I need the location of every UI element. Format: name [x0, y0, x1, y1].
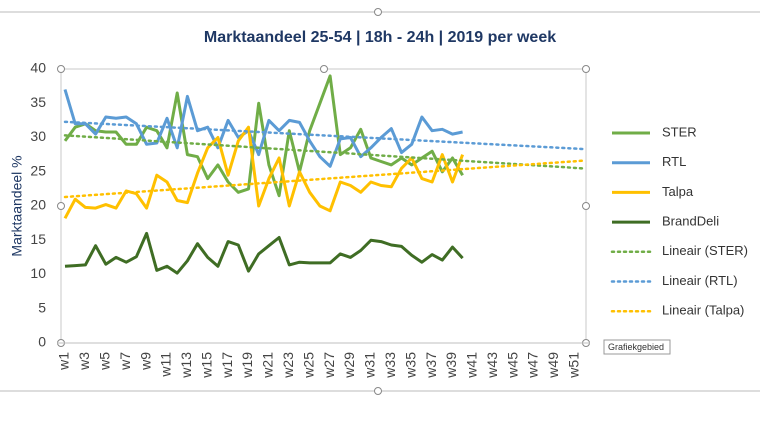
x-tick-label: w39 — [443, 352, 459, 379]
y-tick-label: 10 — [30, 265, 46, 281]
x-tick-label: w45 — [504, 352, 520, 379]
x-tick-label: w47 — [525, 352, 541, 379]
x-tick-label: w25 — [300, 352, 316, 379]
x-tick-label: w21 — [260, 352, 276, 379]
x-tick-label: w37 — [423, 352, 439, 379]
y-tick-label: 15 — [30, 231, 46, 247]
tooltip: Grafiekgebied — [608, 342, 664, 352]
x-tick-label: w31 — [362, 352, 378, 379]
series-line — [64, 231, 464, 275]
legend-label: Lineair (RTL) — [662, 273, 738, 288]
y-tick-label: 0 — [38, 334, 46, 350]
legend-label: Lineair (Talpa) — [662, 303, 744, 318]
y-tick-label: 20 — [30, 197, 46, 213]
x-tick-label: w11 — [158, 352, 174, 378]
legend-label: STER — [662, 124, 697, 139]
legend-label: RTL — [662, 154, 686, 169]
trend-line — [63, 134, 587, 170]
x-tick-label: w27 — [321, 352, 337, 379]
legend-label: Talpa — [662, 184, 694, 199]
x-tick-label: w15 — [198, 352, 214, 379]
series-line — [63, 89, 463, 168]
x-tick-label: w13 — [178, 352, 194, 379]
tooltip-box — [603, 339, 671, 355]
chart-title: Marktaandeel 25-54 | 18h - 24h | 2019 pe… — [204, 29, 556, 46]
x-tick-label: w19 — [239, 352, 255, 379]
x-tick-label: w35 — [402, 352, 418, 379]
x-tick-label: w41 — [464, 352, 480, 379]
x-tick-label: w43 — [484, 352, 500, 379]
x-tick-label: w3 — [76, 352, 92, 371]
y-tick-label: 30 — [30, 128, 46, 144]
x-tick-label: w17 — [219, 352, 235, 379]
x-tick-label: w51 — [566, 352, 582, 379]
x-tick-label: w7 — [117, 352, 133, 371]
plot-area-border — [60, 68, 587, 344]
x-tick-label: w1 — [56, 352, 72, 371]
y-axis-label: Marktaandeel % — [9, 155, 25, 256]
y-tick-label: 35 — [30, 94, 46, 110]
x-tick-label: w23 — [280, 352, 296, 379]
y-tick-label: 5 — [38, 299, 46, 315]
x-tick-label: w49 — [545, 352, 561, 379]
x-tick-label: w5 — [96, 352, 112, 371]
legend-label: BrandDeli — [662, 214, 719, 229]
x-tick-label: w33 — [382, 352, 398, 379]
x-tick-label: w9 — [137, 352, 153, 371]
x-tick-label: w29 — [341, 352, 357, 379]
y-tick-label: 40 — [30, 60, 46, 76]
trend-line — [63, 120, 587, 151]
legend-label: Lineair (STER) — [662, 243, 748, 258]
y-tick-label: 25 — [30, 162, 46, 178]
trend-line — [63, 159, 587, 199]
selection-handles — [57, 8, 590, 395]
